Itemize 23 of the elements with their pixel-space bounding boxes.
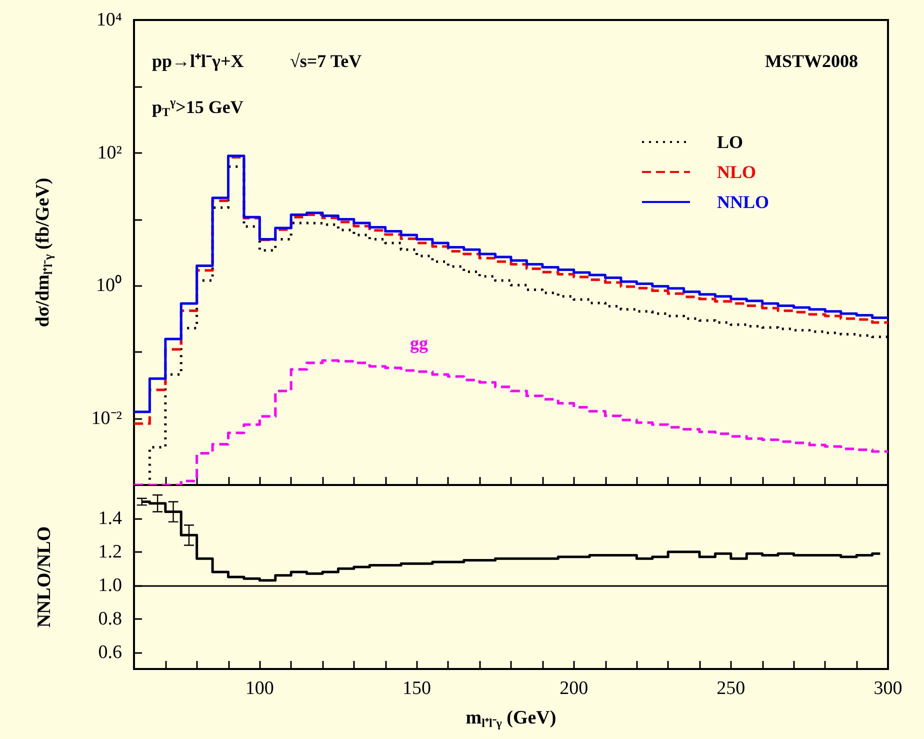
y-tick-label: 10⁻²: [91, 408, 122, 430]
annotation: MSTW2008: [764, 51, 858, 71]
y-tick-label: 1.4: [98, 508, 122, 529]
legend-label: LO: [716, 132, 744, 152]
legend-label: NNLO: [716, 192, 770, 212]
x-tick-label: 300: [874, 678, 902, 699]
annotation: gg: [410, 333, 428, 353]
legend-label: NLO: [716, 162, 756, 182]
x-tick-label: 150: [402, 678, 431, 699]
y-tick-label: 10⁴: [96, 10, 122, 30]
annotation: √s=7 TeV: [290, 51, 362, 71]
y-tick-label: 0.6: [98, 642, 122, 663]
y-tick-label: 0.8: [98, 608, 122, 630]
x-tick-label: 200: [560, 678, 588, 699]
y-axis-title: NNLO/NLO: [34, 526, 55, 628]
x-tick-label: 250: [716, 678, 746, 699]
y-tick-label: 1.0: [98, 574, 122, 596]
annotation: pp→l⁺l⁻γ+X: [152, 51, 244, 71]
y-tick-label: 1.2: [98, 541, 122, 562]
x-tick-label: 100: [245, 678, 274, 699]
y-axis-title: dσ/dml⁺l⁻γ (fb/GeV): [32, 178, 55, 328]
y-tick-label: 10²: [97, 142, 122, 164]
y-tick-label: 10⁰: [96, 274, 122, 296]
